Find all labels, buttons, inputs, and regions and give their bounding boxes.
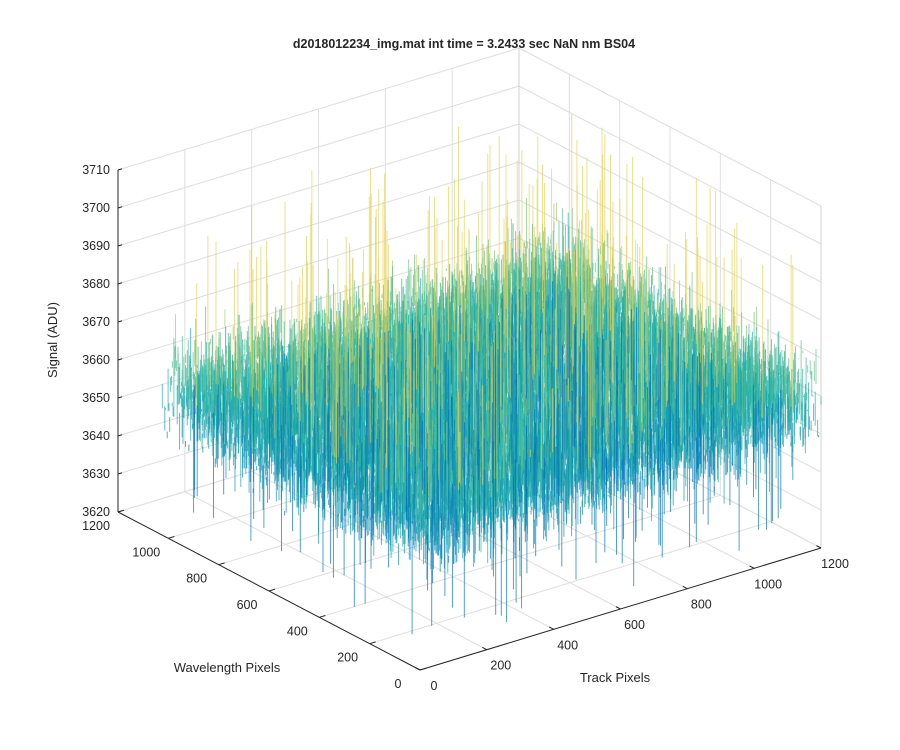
surface-strands bbox=[193, 277, 782, 635]
surface-strands bbox=[221, 262, 629, 446]
y-tick-label: 1200 bbox=[82, 519, 110, 533]
surface-strands bbox=[252, 408, 733, 493]
grid-line-z-wall-b bbox=[518, 123, 822, 283]
surface-strands bbox=[273, 248, 678, 410]
z-tick-mark bbox=[117, 510, 123, 513]
surface-strands bbox=[230, 333, 365, 454]
z-tick-label: 3710 bbox=[82, 163, 110, 177]
x-tick-label: 600 bbox=[624, 618, 645, 632]
z-tick-label: 3630 bbox=[82, 467, 110, 481]
z-tick-mark bbox=[117, 168, 123, 171]
surface-strands bbox=[234, 334, 616, 402]
z-tick-label: 3650 bbox=[82, 391, 110, 405]
z-axis-label: Signal (ADU) bbox=[45, 302, 60, 378]
y-tick-mark bbox=[419, 667, 427, 671]
surface-strands bbox=[196, 114, 794, 511]
y-tick-label: 600 bbox=[237, 598, 258, 612]
grid-line-z-wall-b bbox=[518, 85, 822, 245]
x-axis-label: Track Pixels bbox=[580, 670, 651, 685]
y-tick-mark bbox=[268, 588, 276, 592]
grid-line-z-wall-b bbox=[518, 47, 822, 207]
z-tick-mark bbox=[117, 358, 123, 361]
y-tick-mark bbox=[369, 641, 376, 645]
grid-line-y-floor bbox=[369, 521, 771, 645]
z-tick-label: 3620 bbox=[82, 505, 110, 519]
surface-strands bbox=[538, 236, 572, 306]
surface-strands bbox=[350, 268, 637, 445]
surface-strands bbox=[327, 296, 635, 350]
surface-strands bbox=[523, 325, 747, 451]
y-axis-label: Wavelength Pixels bbox=[174, 660, 281, 675]
z-tick-label: 3660 bbox=[82, 353, 110, 367]
grid-line-z-wall-b bbox=[518, 161, 822, 321]
x-tick-label: 200 bbox=[490, 659, 511, 673]
y-tick-label: 400 bbox=[287, 624, 308, 638]
y-tick-label: 1000 bbox=[132, 545, 160, 559]
z-tick-mark bbox=[117, 320, 123, 323]
x-tick-mark bbox=[816, 545, 822, 549]
axes-lines bbox=[117, 168, 822, 671]
z-tick-mark bbox=[117, 282, 123, 285]
x-tick-mark bbox=[415, 667, 421, 671]
surface-strands bbox=[423, 477, 432, 570]
x-tick-label: 800 bbox=[691, 598, 712, 612]
surface-strands bbox=[224, 394, 655, 507]
z-tick-mark bbox=[117, 472, 123, 475]
y-tick-mark bbox=[218, 562, 225, 566]
surface-strands bbox=[253, 340, 578, 423]
grid-line-z-wall-a bbox=[117, 123, 520, 247]
surface-strands bbox=[360, 396, 603, 452]
surface-strands bbox=[338, 381, 535, 541]
surface-strands bbox=[318, 368, 656, 524]
z-tick-label: 3670 bbox=[82, 315, 110, 329]
y-tick-label: 800 bbox=[186, 572, 207, 586]
grid-line-z-wall-b bbox=[518, 199, 822, 359]
tick-labels: 0 200 400 600 800 1000 1200 0 200 400 600 800 1000 12… bbox=[82, 163, 849, 693]
z-tick-mark bbox=[117, 396, 123, 399]
surface-strands bbox=[343, 395, 467, 429]
z-tick-mark bbox=[117, 206, 123, 209]
z-tick-label: 3640 bbox=[82, 429, 110, 443]
z-tick-mark bbox=[117, 434, 123, 437]
x-tick-mark bbox=[682, 585, 688, 590]
surface-strands bbox=[494, 405, 605, 449]
grid-line-z-wall-a bbox=[117, 199, 520, 323]
surface-strands bbox=[498, 295, 684, 426]
surface-strands bbox=[539, 369, 648, 531]
x-tick-label: 400 bbox=[557, 638, 578, 652]
surface-strands bbox=[323, 330, 543, 379]
z-tick-label: 3680 bbox=[82, 277, 110, 291]
surface-strands bbox=[209, 319, 769, 382]
chart-title: d2018012234_img.mat int time = 3.2433 se… bbox=[293, 37, 635, 51]
y-tick-mark bbox=[319, 615, 326, 618]
surface-strands bbox=[463, 304, 549, 464]
x-tick-mark bbox=[548, 626, 554, 630]
grid-line-z-wall-a bbox=[117, 161, 520, 285]
x-tick-label: 1000 bbox=[754, 577, 782, 591]
z-tick-mark bbox=[117, 244, 123, 247]
surface-strands bbox=[357, 403, 610, 462]
grid-line-z-wall-a bbox=[117, 47, 520, 171]
grid-line-z-wall-a bbox=[117, 85, 520, 209]
z-tick-label: 3700 bbox=[82, 201, 110, 215]
y-tick-mark bbox=[168, 536, 175, 539]
x-tick-label: 0 bbox=[431, 679, 438, 693]
surface-strands bbox=[327, 390, 467, 453]
x-tick-label: 1200 bbox=[821, 557, 849, 571]
x-tick-mark bbox=[749, 565, 755, 569]
surface-plot bbox=[161, 114, 822, 635]
surface-strands bbox=[383, 267, 653, 442]
x-tick-mark bbox=[482, 646, 488, 651]
y-tick-label: 0 bbox=[395, 677, 402, 691]
z-tick-label: 3690 bbox=[82, 239, 110, 253]
surface-strands bbox=[319, 360, 739, 456]
y-tick-label: 200 bbox=[337, 651, 358, 665]
x-tick-mark bbox=[615, 606, 621, 610]
